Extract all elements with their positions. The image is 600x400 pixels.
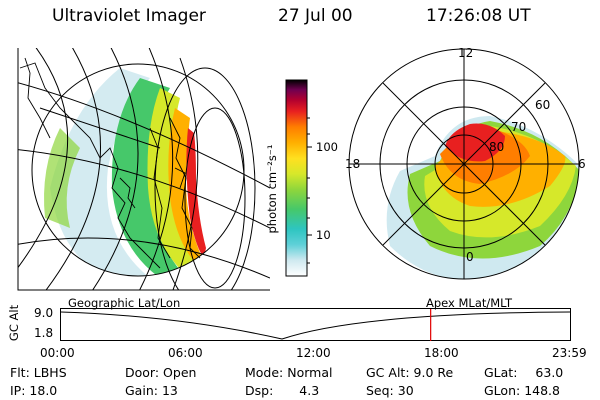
time-label: 17:26:08 UT <box>426 6 531 26</box>
geographic-map <box>17 48 270 291</box>
polar-caption: Apex MLat/MLT <box>426 296 513 310</box>
info-ip: IP: 18.0 <box>10 383 58 398</box>
altitude-ytick-low: 1.8 <box>34 326 54 340</box>
mlt-label-12: 12 <box>458 46 474 60</box>
instrument-title: Ultraviolet Imager <box>52 6 206 26</box>
altitude-xtick-4: 23:59 <box>552 346 587 360</box>
lat-label-80: 80 <box>489 140 505 154</box>
altitude-xtick-1: 06:00 <box>168 346 203 360</box>
altitude-ylabel: GC Alt <box>7 304 21 342</box>
colorbar-tick-100: 100 <box>316 140 338 154</box>
altitude-xtick-2: 12:00 <box>296 346 331 360</box>
info-door: Door: Open <box>125 365 197 380</box>
altitude-ytick-high: 9.0 <box>34 306 54 320</box>
info-glon: GLon: 148.8 <box>484 383 560 398</box>
lat-label-60: 60 <box>535 98 551 112</box>
info-flt: Flt: LBHS <box>10 365 67 380</box>
altitude-xtick-3: 18:00 <box>424 346 459 360</box>
lat-label-70: 70 <box>511 120 527 134</box>
info-gain: Gain: 13 <box>125 383 178 398</box>
colorbar <box>285 79 312 277</box>
colorbar-tick-10: 10 <box>316 228 331 242</box>
polar-plot <box>348 48 580 280</box>
altitude-curve <box>60 311 571 340</box>
geo-caption: Geographic Lat/Lon <box>68 296 181 310</box>
info-mode: Mode: Normal <box>245 365 333 380</box>
mlt-label-18: 18 <box>345 157 361 171</box>
altitude-xtick-0: 00:00 <box>40 346 75 360</box>
altitude-plot <box>60 308 571 341</box>
info-seq: Seq: 30 <box>366 383 414 398</box>
colorbar-unit-label: photon cm⁻²s⁻¹ <box>265 144 279 234</box>
mlt-label-6: 6 <box>578 157 586 171</box>
date-label: 27 Jul 00 <box>278 6 353 26</box>
mlt-label-0: 0 <box>466 250 474 264</box>
info-dsp: Dsp: 4.3 <box>245 383 320 398</box>
info-glat: GLat: 63.0 <box>484 365 564 380</box>
info-gcalt: GC Alt: 9.0 Re <box>366 365 454 380</box>
